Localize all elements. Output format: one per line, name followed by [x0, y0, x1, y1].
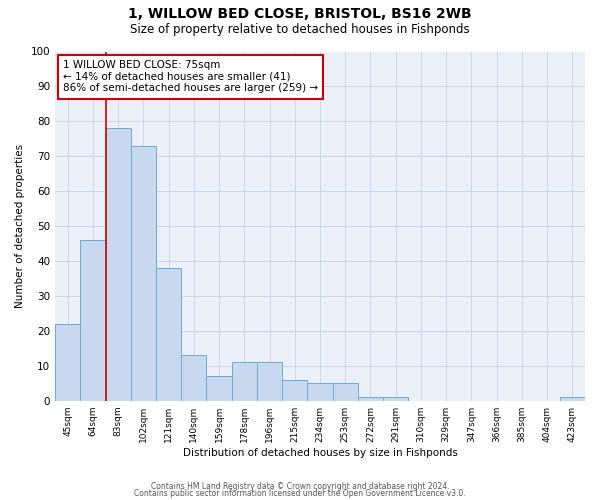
- Bar: [257, 362, 282, 401]
- Bar: [383, 397, 409, 400]
- Bar: [55, 324, 80, 400]
- Bar: [232, 362, 257, 401]
- Bar: [106, 128, 131, 400]
- Y-axis label: Number of detached properties: Number of detached properties: [15, 144, 25, 308]
- Bar: [307, 383, 332, 400]
- Bar: [282, 380, 307, 400]
- X-axis label: Distribution of detached houses by size in Fishponds: Distribution of detached houses by size …: [182, 448, 457, 458]
- Text: Contains public sector information licensed under the Open Government Licence v3: Contains public sector information licen…: [134, 490, 466, 498]
- Bar: [131, 146, 156, 401]
- Bar: [181, 356, 206, 401]
- Text: 1, WILLOW BED CLOSE, BRISTOL, BS16 2WB: 1, WILLOW BED CLOSE, BRISTOL, BS16 2WB: [128, 8, 472, 22]
- Bar: [156, 268, 181, 400]
- Bar: [560, 397, 585, 400]
- Text: Contains HM Land Registry data © Crown copyright and database right 2024.: Contains HM Land Registry data © Crown c…: [151, 482, 449, 491]
- Bar: [358, 397, 383, 400]
- Bar: [206, 376, 232, 400]
- Bar: [332, 383, 358, 400]
- Bar: [80, 240, 106, 400]
- Text: Size of property relative to detached houses in Fishponds: Size of property relative to detached ho…: [130, 22, 470, 36]
- Text: 1 WILLOW BED CLOSE: 75sqm
← 14% of detached houses are smaller (41)
86% of semi-: 1 WILLOW BED CLOSE: 75sqm ← 14% of detac…: [63, 60, 318, 94]
